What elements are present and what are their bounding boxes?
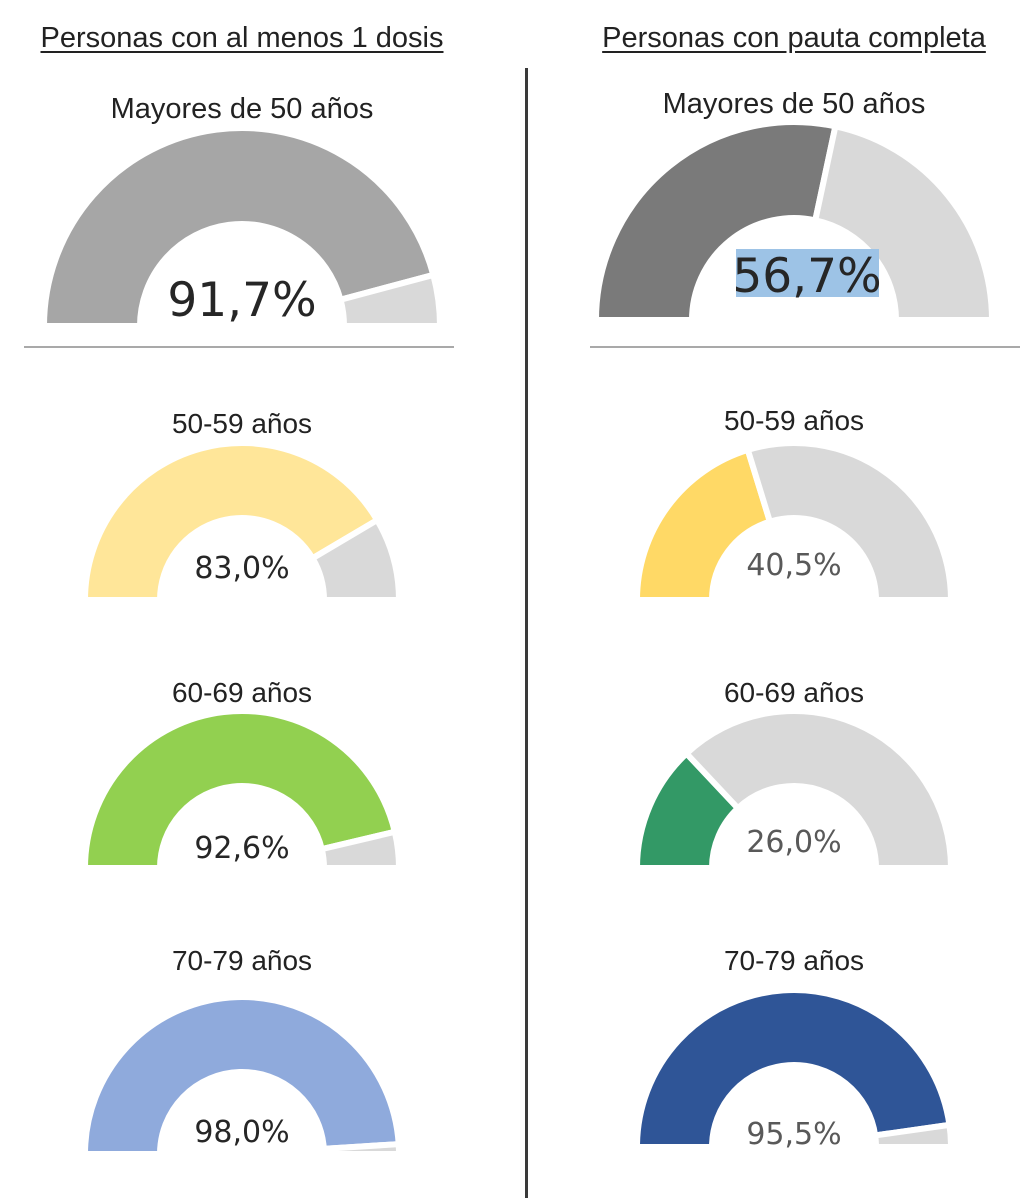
gauge-title: 60-69 años: [172, 677, 312, 708]
gauge-left-3: 70-79 años 98,0%: [81, 945, 403, 1157]
gauge-filled-arc: [40, 125, 437, 329]
gauge-remainder-arc: [682, 708, 955, 871]
gauge-filled-arc: [81, 439, 382, 603]
gauge-filled-arc: [633, 987, 953, 1150]
gauge-left-1: 50-59 años 83,0%: [81, 408, 403, 603]
gauge-filled-arc: [592, 119, 839, 323]
gauge-title: 50-59 años: [172, 408, 312, 439]
gauge-title: 70-79 años: [724, 945, 864, 976]
gauge-remainder-arc: [744, 440, 955, 603]
gauge-value-label: 83,0%: [194, 551, 289, 586]
gauge-title: 50-59 años: [724, 405, 864, 436]
gauge-left-2: 60-69 años 92,6%: [81, 677, 403, 871]
gauge-remainder-arc: [308, 515, 403, 603]
gauge-remainder-arc: [336, 271, 444, 329]
gauge-filled-arc: [81, 994, 402, 1157]
column-heading-first-dose: Personas con al menos 1 dosis: [40, 22, 444, 54]
gauge-title: 70-79 años: [172, 945, 312, 976]
gauge-filled-arc: [81, 708, 399, 871]
gauge-left-0: Mayores de 50 años 91,7%: [40, 93, 444, 329]
gauge-value-label: 26,0%: [746, 825, 841, 860]
gauge-value-label: 40,5%: [746, 548, 841, 583]
gauge-right-6: 60-69 años 26,0%: [633, 677, 955, 871]
gauge-value-label: 91,7%: [167, 273, 316, 328]
gauge-right-7: 70-79 años 95,5%: [633, 945, 955, 1152]
gauge-remainder-arc: [871, 1121, 955, 1150]
section-divider-right: [590, 346, 1020, 348]
gauge-remainder-arc: [320, 1140, 403, 1157]
gauge-filled-arc: [633, 446, 774, 603]
gauge-value-label: 92,6%: [194, 831, 289, 866]
gauge-remainder-arc: [318, 828, 403, 871]
value-highlight: [736, 249, 879, 297]
gauge-right-4: Mayores de 50 años 56,7%: [592, 88, 996, 323]
gauge-title: 60-69 años: [724, 677, 864, 708]
gauge-right-5: 50-59 años 40,5%: [633, 405, 955, 603]
column-divider: [525, 68, 528, 1198]
column-heading-full-schedule: Personas con pauta completa: [602, 22, 986, 54]
gauge-remainder-arc: [811, 122, 996, 323]
gauge-value-label: 95,5%: [746, 1117, 841, 1152]
gauge-title: Mayores de 50 años: [111, 93, 374, 125]
section-divider-left: [24, 346, 454, 348]
gauge-title: Mayores de 50 años: [663, 88, 926, 120]
gauge-value-label: 98,0%: [194, 1115, 289, 1150]
gauge-value-label: 56,7%: [732, 249, 881, 304]
